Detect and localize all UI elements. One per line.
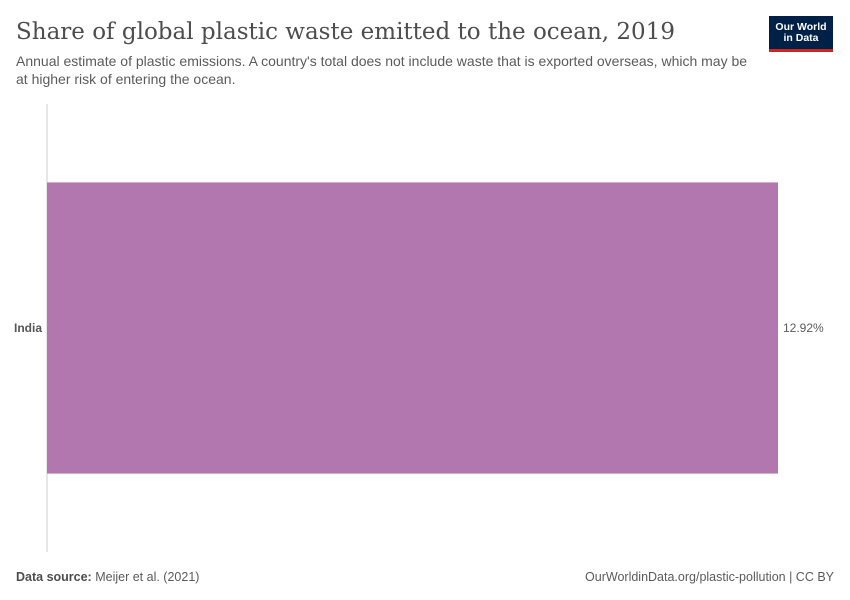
data-source-label: Data source: <box>16 570 92 584</box>
category-label: India <box>14 321 42 335</box>
logo-line-2: in Data <box>783 31 819 44</box>
chart-title: Share of global plastic waste emitted to… <box>16 19 675 45</box>
data-source-text: Meijer et al. (2021) <box>95 570 200 584</box>
bars-layer: India 12.92% <box>14 182 824 474</box>
value-label: 12.92% <box>783 321 824 335</box>
bar-india[interactable] <box>47 182 778 474</box>
owid-logo[interactable]: Our World in Data <box>769 16 833 52</box>
footer-link[interactable]: OurWorldinData.org/plastic-pollution | C… <box>585 570 834 584</box>
data-source: Data source: Meijer et al. (2021) <box>16 569 199 585</box>
chart-subtitle: Annual estimate of plastic emissions. A … <box>16 53 748 87</box>
logo-line-1: Our World <box>775 20 827 33</box>
